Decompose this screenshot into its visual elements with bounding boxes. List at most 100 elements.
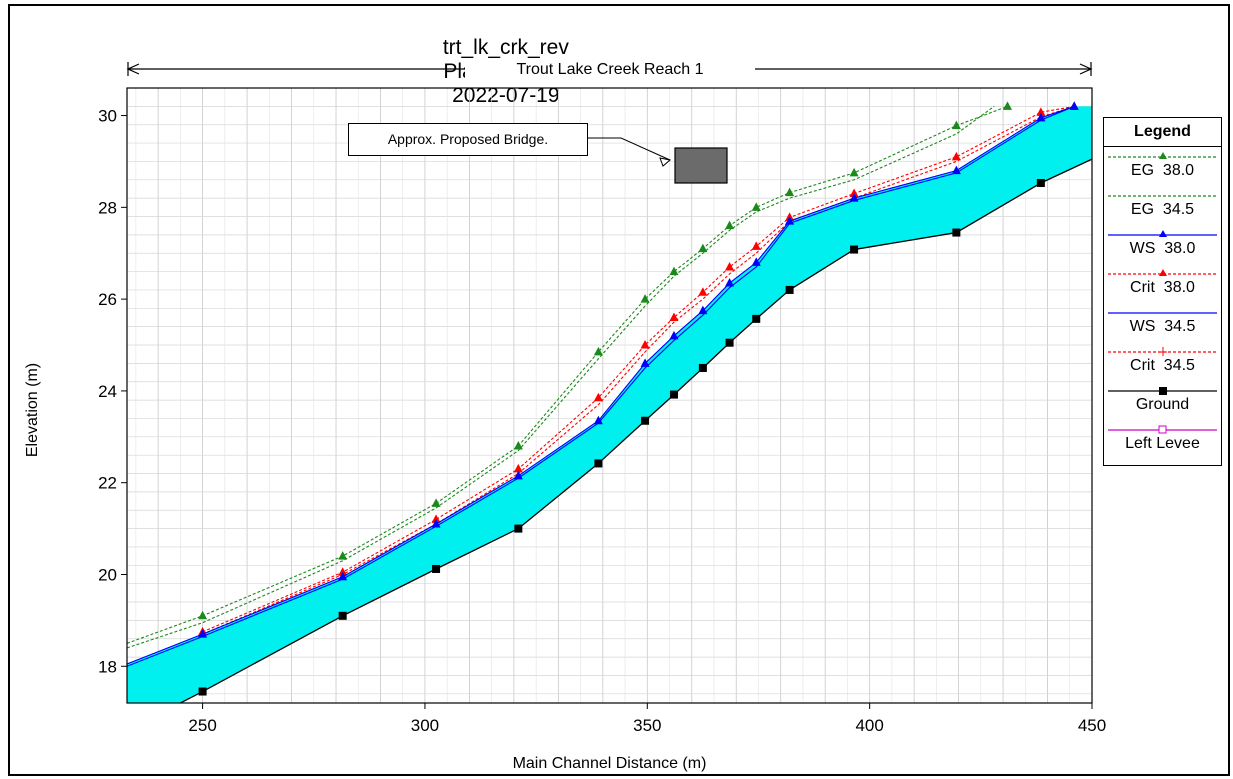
legend-symbol — [1108, 425, 1217, 434]
point-eg-38-0 — [640, 294, 650, 303]
x-tick-label: 250 — [188, 716, 216, 735]
legend-item: Crit 38.0 — [1104, 264, 1221, 303]
plot-border — [126, 87, 1093, 704]
point-ws-38-0 — [951, 165, 961, 175]
bridge-leader-arrow — [659, 157, 672, 167]
x-tick-label: 300 — [411, 716, 439, 735]
x-tick-label: 450 — [1078, 716, 1106, 735]
point-ground — [432, 564, 441, 573]
point-ws-38-0 — [640, 358, 650, 367]
point-crit-38-0 — [593, 392, 603, 402]
legend-marker — [1159, 387, 1167, 395]
y-tick-label: 18 — [98, 657, 117, 676]
legend-symbol — [1108, 152, 1217, 159]
point-crit-38-0 — [669, 312, 679, 321]
point-ws-38-0 — [669, 330, 679, 340]
legend-symbol — [1108, 347, 1217, 356]
point-crit-38-0 — [1036, 107, 1046, 116]
legend-label: EG 34.5 — [1130, 201, 1195, 218]
point-ground — [1036, 179, 1045, 188]
point-eg-38-0 — [698, 243, 708, 253]
legend: Legend EG 38.0 EG 34.5 WS 38.0 Crit 38.0 WS … — [1103, 117, 1222, 466]
point-eg-38-0 — [785, 187, 795, 197]
point-eg-38-0 — [431, 498, 441, 507]
point-ws-38-0 — [431, 519, 441, 528]
reach-label: Trout Lake Creek Reach 1 — [465, 61, 755, 79]
legend-items: EG 38.0 EG 34.5 WS 38.0 Crit 38.0 WS 34.5 Cri… — [1104, 147, 1221, 459]
point-crit-38-0 — [338, 567, 348, 576]
y-tick-label: 26 — [98, 290, 117, 309]
point-crit-38-0 — [513, 463, 523, 473]
x-tick-label: 350 — [633, 716, 661, 735]
point-eg-38-0 — [669, 266, 679, 276]
point-ground — [850, 245, 859, 254]
point-crit-38-0 — [951, 151, 961, 161]
series-line-ground — [178, 158, 1092, 703]
point-ws-38-0 — [725, 278, 735, 287]
y-tick-label: 22 — [98, 474, 117, 493]
point-eg-38-0 — [951, 120, 961, 130]
title-date: 2022-07-19 — [452, 84, 560, 107]
point-ground — [669, 390, 678, 399]
legend-label: Crit 34.5 — [1130, 357, 1195, 374]
point-crit-38-0 — [725, 261, 735, 271]
series-line-ws-38-0 — [127, 105, 1075, 665]
point-ws-38-0 — [751, 257, 761, 266]
point-ws-38-0 — [513, 470, 523, 480]
point-crit-38-0 — [751, 241, 761, 250]
point-ground — [698, 363, 707, 372]
point-eg-38-0 — [1003, 101, 1013, 110]
point-ws-38-0 — [338, 571, 348, 581]
series-line-ws-34-5 — [127, 105, 1075, 667]
legend-marker — [1158, 425, 1167, 434]
point-crit-38-0 — [849, 188, 859, 198]
point-eg-38-0 — [198, 610, 208, 620]
point-eg-38-0 — [513, 440, 523, 450]
legend-symbol — [1108, 387, 1217, 395]
legend-label: WS 34.5 — [1129, 318, 1196, 335]
point-ws-38-0 — [198, 629, 208, 638]
point-eg-38-0 — [751, 202, 761, 211]
legend-label: Left Levee — [1125, 435, 1200, 452]
y-tick-label: 20 — [98, 565, 117, 584]
point-eg-38-0 — [849, 167, 859, 177]
legend-item: Ground — [1104, 381, 1221, 420]
legend-symbol — [1108, 230, 1217, 237]
point-ground — [198, 687, 207, 696]
legend-symbol — [1108, 312, 1217, 314]
legend-item: EG 38.0 — [1104, 147, 1221, 186]
legend-symbol — [1108, 269, 1217, 276]
legend-item: Crit 34.5 — [1104, 342, 1221, 381]
point-ground — [785, 285, 794, 294]
series-line-crit-34-5 — [202, 105, 1075, 635]
title-project: trt_lk_crk_rev — [442, 36, 569, 59]
point-ground — [641, 416, 650, 425]
point-crit-38-0 — [698, 287, 708, 296]
series-line-eg-38-0 — [127, 105, 1008, 644]
y-axis-label: Elevation (m) — [24, 362, 41, 458]
y-tick-label: 24 — [98, 382, 117, 401]
point-ws-38-0 — [593, 415, 603, 425]
point-ground — [338, 611, 347, 620]
legend-item: Left Levee — [1104, 420, 1221, 459]
legend-marker — [1159, 230, 1167, 237]
point-ws-38-0 — [785, 216, 795, 225]
bridge-leader — [588, 137, 671, 161]
point-ws-38-0 — [698, 305, 708, 315]
point-eg-38-0 — [593, 346, 603, 356]
legend-item: WS 38.0 — [1104, 225, 1221, 264]
point-ground — [952, 228, 961, 237]
series-line-eg-34-5 — [127, 105, 995, 649]
y-tick-label: 28 — [98, 198, 117, 217]
bridge-box — [674, 147, 728, 184]
legend-marker — [1159, 152, 1167, 159]
legend-item: EG 34.5 — [1104, 186, 1221, 225]
legend-item: WS 34.5 — [1104, 303, 1221, 342]
legend-label: WS 38.0 — [1129, 240, 1196, 257]
x-axis-label: Main Channel Distance (m) — [512, 755, 707, 772]
point-ground — [752, 314, 761, 323]
point-crit-38-0 — [640, 340, 650, 349]
y-tick-label: 30 — [98, 107, 117, 126]
point-ws-38-0 — [1036, 112, 1046, 122]
